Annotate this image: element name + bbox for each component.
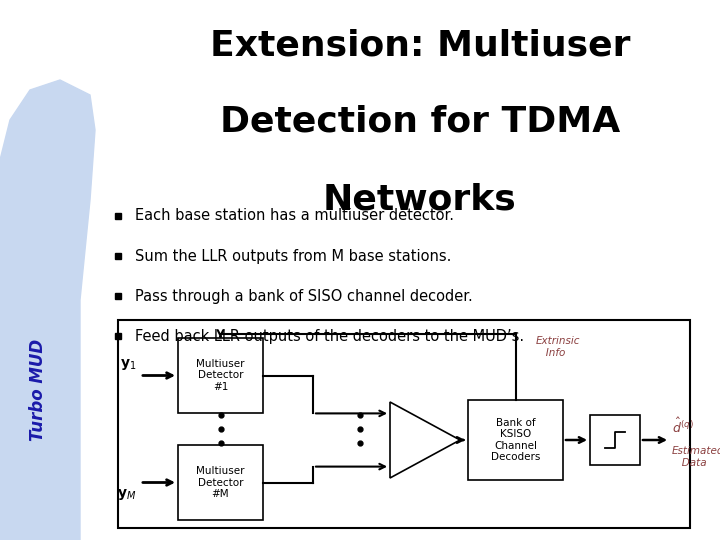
Text: $\mathbf{y}_1$: $\mathbf{y}_1$ [120,356,136,372]
Text: $\hat{d}^{(q)}$: $\hat{d}^{(q)}$ [672,417,694,436]
Text: Multiuser
Detector
#1: Multiuser Detector #1 [197,359,245,392]
Polygon shape [390,402,460,478]
Text: Estimated
   Data: Estimated Data [672,446,720,468]
Text: $\mathbf{y}_M$: $\mathbf{y}_M$ [117,487,136,502]
Text: Networks: Networks [323,182,517,216]
Text: Turbo MUD: Turbo MUD [29,339,47,441]
Text: Sum the LLR outputs from M base stations.: Sum the LLR outputs from M base stations… [135,248,451,264]
Text: Bank of
KSISO
Channel
Decoders: Bank of KSISO Channel Decoders [491,417,540,462]
Text: Extension: Multiuser: Extension: Multiuser [210,28,630,62]
Text: Detection for TDMA: Detection for TDMA [220,105,620,139]
Text: Multiuser
Detector
#M: Multiuser Detector #M [197,466,245,499]
Bar [468,400,563,480]
Text: Each base station has a multiuser detector.: Each base station has a multiuser detect… [135,208,454,224]
Text: Pass through a bank of SISO channel decoder.: Pass through a bank of SISO channel deco… [135,288,473,303]
Bar [590,415,640,465]
Bar [178,445,263,520]
Text: Extrinsic
   Info: Extrinsic Info [536,336,580,357]
Text: Feed back LLR outputs of the decoders to the MUD’s.: Feed back LLR outputs of the decoders to… [135,328,524,343]
PathPatch shape [0,80,95,540]
Bar [118,320,690,528]
Bar [178,338,263,413]
